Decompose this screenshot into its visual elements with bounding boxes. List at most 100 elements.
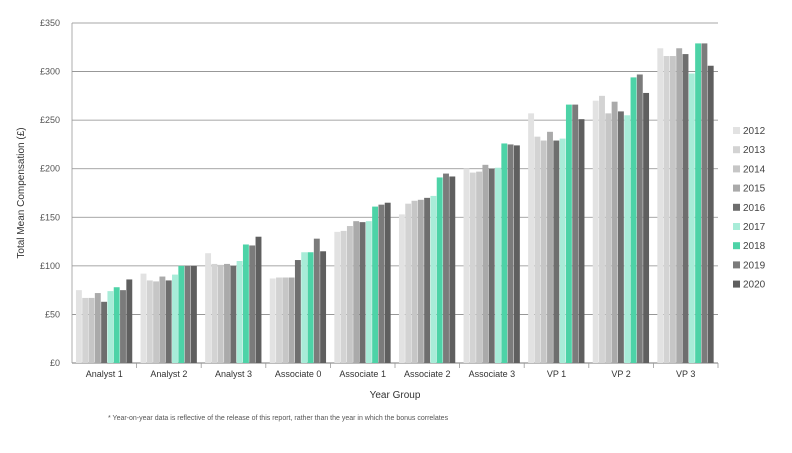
y-tick-label: £300 xyxy=(40,67,60,77)
bar-2015-associate-3 xyxy=(482,164,489,363)
legend-swatch xyxy=(733,146,740,154)
bar-2012-associate-1 xyxy=(334,231,341,363)
x-category-label: Associate 1 xyxy=(339,369,386,379)
x-category-label: Associate 0 xyxy=(275,369,322,379)
x-category-label: Analyst 1 xyxy=(86,369,123,379)
bar-2012-analyst-2 xyxy=(140,273,147,363)
bar-2020-analyst-1 xyxy=(126,279,133,363)
bar-2014-associate-1 xyxy=(346,226,353,363)
legend-swatch xyxy=(733,184,740,192)
bar-2019-associate-0 xyxy=(313,238,320,363)
bar-2013-analyst-3 xyxy=(211,263,218,363)
bar-2014-associate-0 xyxy=(282,277,289,363)
bar-2013-associate-3 xyxy=(469,172,476,363)
x-category-label: Associate 2 xyxy=(404,369,451,379)
bar-2019-associate-1 xyxy=(378,204,385,363)
legend-swatch xyxy=(733,203,740,211)
bar-2019-analyst-2 xyxy=(184,265,191,363)
legend-label: 2016 xyxy=(743,203,766,214)
bar-2018-analyst-2 xyxy=(178,265,185,363)
bar-2017-vp-3 xyxy=(688,73,695,363)
y-tick-label: £150 xyxy=(40,212,60,222)
bar-2012-vp-1 xyxy=(528,113,535,363)
bar-2013-analyst-2 xyxy=(146,280,153,363)
bar-2016-analyst-2 xyxy=(165,280,172,363)
bar-2020-vp-1 xyxy=(578,119,585,364)
bar-2015-associate-1 xyxy=(353,221,360,363)
bar-2019-vp-2 xyxy=(636,74,643,363)
bar-2020-associate-2 xyxy=(449,176,456,363)
x-category-label: VP 2 xyxy=(611,369,630,379)
bar-2018-analyst-1 xyxy=(113,287,120,363)
bar-2018-vp-3 xyxy=(695,43,702,364)
y-axis-title: Total Mean Compensation (£) xyxy=(16,127,27,258)
legend-label: 2014 xyxy=(743,164,766,175)
bar-2019-analyst-1 xyxy=(120,290,126,363)
bar-2020-associate-0 xyxy=(320,251,327,363)
bar-2018-associate-0 xyxy=(307,252,314,363)
bar-2013-analyst-1 xyxy=(82,297,89,363)
bar-2017-associate-1 xyxy=(365,221,372,363)
footnote: * Year-on-year data is reflective of the… xyxy=(108,415,449,422)
bar-2020-analyst-3 xyxy=(255,236,262,363)
bar-2017-vp-1 xyxy=(559,138,566,363)
x-category-label: Associate 3 xyxy=(469,369,516,379)
bar-2016-vp-3 xyxy=(682,54,689,363)
legend-label: 2017 xyxy=(743,222,766,233)
legend-label: 2013 xyxy=(743,145,766,156)
bar-2018-vp-1 xyxy=(565,104,572,363)
bar-2015-associate-0 xyxy=(288,277,295,363)
legend-label: 2020 xyxy=(743,280,766,291)
bar-2017-associate-0 xyxy=(301,252,308,363)
bar-2020-associate-3 xyxy=(513,145,520,363)
y-tick-label: £100 xyxy=(40,261,60,271)
bar-2012-analyst-3 xyxy=(205,253,212,363)
bar-2017-analyst-1 xyxy=(107,291,114,363)
legend-swatch xyxy=(733,165,740,173)
legend-label: 2015 xyxy=(743,184,766,195)
bar-2013-vp-3 xyxy=(663,56,670,364)
y-tick-label: £200 xyxy=(40,164,60,174)
bar-2014-analyst-3 xyxy=(217,264,224,363)
bar-2019-associate-2 xyxy=(443,173,449,363)
legend-swatch xyxy=(733,242,740,250)
bar-2017-analyst-2 xyxy=(172,274,178,363)
x-category-label: VP 1 xyxy=(547,369,566,379)
bar-2016-associate-0 xyxy=(294,260,301,363)
bar-2015-vp-3 xyxy=(676,48,683,363)
bar-2013-associate-0 xyxy=(276,277,282,363)
bar-2015-analyst-1 xyxy=(94,293,101,363)
bar-2020-associate-1 xyxy=(384,202,391,363)
bar-2018-vp-2 xyxy=(630,77,637,364)
legend-swatch xyxy=(733,223,740,230)
bar-2014-analyst-1 xyxy=(88,297,95,363)
bar-2018-analyst-3 xyxy=(242,244,249,363)
bar-2013-vp-1 xyxy=(534,136,541,363)
bar-2014-analyst-2 xyxy=(153,281,160,363)
bar-2016-vp-1 xyxy=(553,140,560,363)
bar-2015-analyst-3 xyxy=(224,263,230,363)
legend-label: 2019 xyxy=(743,260,766,271)
bar-2019-vp-1 xyxy=(572,104,579,363)
bar-2017-analyst-3 xyxy=(236,261,243,363)
bar-2013-vp-2 xyxy=(599,95,605,363)
y-tick-label: £0 xyxy=(50,358,60,368)
bar-2019-associate-3 xyxy=(507,144,514,363)
bar-2016-vp-2 xyxy=(617,111,624,364)
bar-2012-associate-2 xyxy=(398,214,405,363)
legend-swatch xyxy=(733,280,740,288)
bar-2017-associate-2 xyxy=(430,195,437,363)
x-category-label: VP 3 xyxy=(676,369,695,379)
bar-2017-vp-2 xyxy=(624,115,631,364)
bar-2012-vp-2 xyxy=(592,100,599,363)
bar-2016-analyst-1 xyxy=(101,301,108,363)
bar-2018-associate-1 xyxy=(372,206,379,363)
bar-2017-associate-3 xyxy=(495,167,501,363)
bar-2012-vp-3 xyxy=(657,48,664,363)
y-tick-label: £350 xyxy=(40,18,60,28)
bar-2015-analyst-2 xyxy=(159,276,166,363)
bar-2018-associate-2 xyxy=(436,177,443,363)
y-tick-label: £50 xyxy=(45,309,60,319)
x-category-label: Analyst 3 xyxy=(215,369,252,379)
